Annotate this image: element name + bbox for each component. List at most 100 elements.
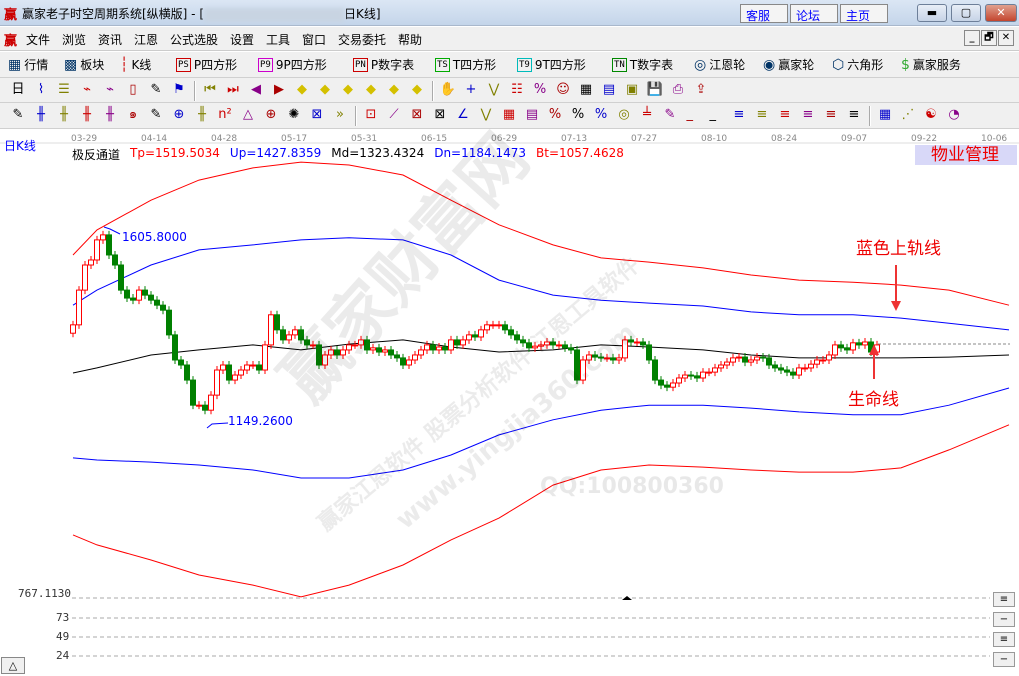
maximize-button[interactable]: ▢ [951,4,981,22]
layout-icon[interactable]: ⌇ [37,82,45,97]
toolbar-winner-wheel-button[interactable]: ◉ 赢家轮 [763,56,814,73]
chart-line-icon[interactable]: ⋰ [901,107,915,122]
toolbar-p9-button[interactable]: P9 9P四方形 [258,56,327,73]
chart3-icon[interactable]: ⌁ [83,82,91,97]
right-icon[interactable]: ◆ [320,82,330,97]
triangle-icon[interactable]: △ [243,107,253,122]
circle-icon[interactable]: ⊕ [173,107,185,122]
spiral-icon[interactable]: ๑ [128,107,138,122]
pen2-icon[interactable]: ✎ [664,107,676,122]
customer-service-button[interactable]: 客服 [740,4,788,23]
toolbar-tn-button[interactable]: TN T数字表 [612,56,673,73]
panel-menu-button[interactable]: ≡ [993,592,1015,607]
t4-icon[interactable]: ▣ [625,82,639,97]
pct2-icon[interactable]: % [571,107,585,122]
v-icon[interactable]: ⋁ [480,107,492,122]
toolbar-dollar-button[interactable]: $ 赢家服务 [901,56,961,73]
expand-panel-triangle-icon[interactable]: △ [1,657,25,674]
menu-formula[interactable]: 公式选股 [170,33,219,47]
mdi-minimize-button[interactable]: _ [964,30,980,46]
v-expand-icon[interactable]: ◆ [412,82,422,97]
under1-icon[interactable]: ̲ [683,106,703,124]
toolbar-pn-button[interactable]: PN P数字表 [353,56,414,73]
yinyang-icon[interactable]: ☯ [925,107,937,122]
web-icon[interactable]: ✺ [288,107,300,122]
panel-minimize-button[interactable]: − [993,612,1015,627]
z5-icon[interactable]: ≡ [825,107,837,122]
h-expand-icon[interactable]: ◆ [343,82,353,97]
fib-icon[interactable]: ╫ [106,107,114,122]
calendar-icon[interactable]: ▦ [579,82,593,97]
minimize-button[interactable]: ▬ [917,4,947,22]
pie-icon[interactable]: ◔ [948,107,960,122]
hand-icon[interactable]: ✋ [439,82,457,97]
z2-icon[interactable]: ≡ [756,107,768,122]
menu-info[interactable]: 资讯 [98,33,123,47]
kline-chart[interactable]: 03-29 04-14 04-28 05-17 05-31 06-15 06-29 07-13… [0,120,1019,676]
menu-settings[interactable]: 设置 [230,33,255,47]
candle-select-icon[interactable]: ▯ [129,82,137,97]
draw-icon[interactable]: ✎ [150,82,162,97]
first-icon[interactable]: ⏮ [204,82,216,97]
marker-icon[interactable]: ✎ [150,107,162,122]
pct3-icon[interactable]: % [594,107,608,122]
save-icon[interactable]: 💾 [646,82,664,97]
lines-icon[interactable]: ╫ [198,107,206,122]
period-select-icon[interactable]: 日 [11,82,25,97]
t3-icon[interactable]: ☺ [556,82,570,97]
z4-icon[interactable]: ≡ [802,107,814,122]
toolbar-quote-table-button[interactable]: ▦ 行情 [8,56,48,73]
t2-icon[interactable]: % [533,82,547,97]
menu-browse[interactable]: 浏览 [62,33,87,47]
table-icon[interactable]: ▦ [878,107,892,122]
coin-icon[interactable]: ◎ [618,107,630,122]
mdi-close-button[interactable]: ✕ [998,30,1014,46]
toolbar-ts-button[interactable]: TS T四方形 [435,56,496,73]
t5-icon[interactable]: ▤ [525,107,539,122]
shrink-icon[interactable]: ◆ [366,82,376,97]
percent-icon[interactable]: % [548,107,562,122]
angle-icon[interactable]: ∠ [457,107,469,122]
pen-icon[interactable]: ✎ [12,107,24,122]
sector-badge[interactable]: 物业管理 [915,145,1017,165]
square-icon[interactable]: ⊠ [434,107,446,122]
toolbar-ps-button[interactable]: PS P四方形 [176,56,237,73]
box-icon[interactable]: ⊡ [365,107,377,122]
toolbar-t9-button[interactable]: T9 9T四方形 [517,56,586,73]
menu-help[interactable]: 帮助 [398,33,423,47]
z1-icon[interactable]: ≡ [733,107,745,122]
z3-icon[interactable]: ≡ [779,107,791,122]
menu-window[interactable]: 窗口 [302,33,327,47]
calculator-icon[interactable]: ▤ [602,82,616,97]
square-web-icon[interactable]: ⊠ [311,107,323,122]
gold1-icon[interactable]: ╫ [60,107,68,122]
forum-button[interactable]: 论坛 [790,4,838,23]
menu-trade[interactable]: 交易委托 [338,33,387,47]
flag-icon[interactable]: ⚑ [173,82,185,97]
left-icon[interactable]: ◆ [297,82,307,97]
z6-icon[interactable]: ≡ [848,107,860,122]
gold2-icon[interactable]: ╫ [83,107,91,122]
mdi-restore-button[interactable]: 🗗 [981,30,997,46]
panel-minimize-button-2[interactable]: − [993,652,1015,667]
under2-icon[interactable]: ̲ [706,106,726,124]
gold3-icon[interactable]: ╧ [643,107,651,122]
t1-icon[interactable]: ☷ [511,82,523,97]
chart9-icon[interactable]: ⌁ [106,82,114,97]
target-icon[interactable]: ⊕ [265,107,277,122]
notes-icon[interactable]: ☰ [58,82,70,97]
close-button[interactable]: ✕ [985,4,1017,22]
toolbar-hexagon-button[interactable]: ⬡ 六角形 [832,56,883,73]
n2-icon[interactable]: n² [218,107,232,122]
line-tool-icon[interactable]: ⋁ [488,82,500,97]
menu-file[interactable]: 文件 [26,33,51,47]
print-icon[interactable]: ⎙ [672,82,684,97]
last-icon[interactable]: ⏭ [227,82,239,97]
next-icon[interactable]: ▶ [274,82,284,97]
grid-icon[interactable]: ╫ [37,107,45,122]
prev-icon[interactable]: ◀ [251,82,261,97]
menu-tools[interactable]: 工具 [266,33,291,47]
gridbox-icon[interactable]: ▦ [502,107,516,122]
toolbar-candlestick-button[interactable]: ┆ K线 [120,56,151,73]
square-fan-icon[interactable]: ⊠ [411,107,423,122]
